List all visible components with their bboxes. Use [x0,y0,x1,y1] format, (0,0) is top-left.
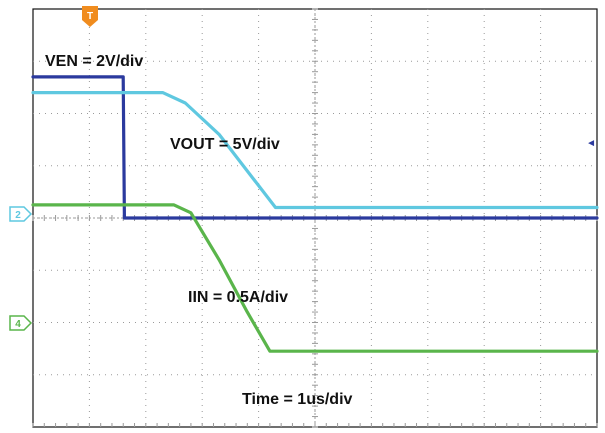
iin-scale-label: IIN = 0.5A/div [188,289,288,306]
trace-ven [31,75,599,220]
trace-iin [31,203,599,353]
trigger-marker-label: T [87,11,93,22]
trigger-level-arrow-icon: ◄ [586,138,596,149]
trace-vout [31,91,599,210]
markers-group: T 2 4 ◄ [9,6,596,331]
channel-2-marker-icon [9,206,33,222]
vout-scale-label: VOUT = 5V/div [170,136,280,153]
trigger-marker-icon [82,6,98,27]
ven-scale-label: VEN = 2V/div [45,53,143,70]
channel-4-marker-icon [9,315,33,331]
time-scale-label: Time = 1us/div [242,391,353,408]
channel-4-marker-label: 4 [15,319,21,330]
channel-2-marker-label: 2 [15,210,21,221]
series-group [31,75,599,353]
